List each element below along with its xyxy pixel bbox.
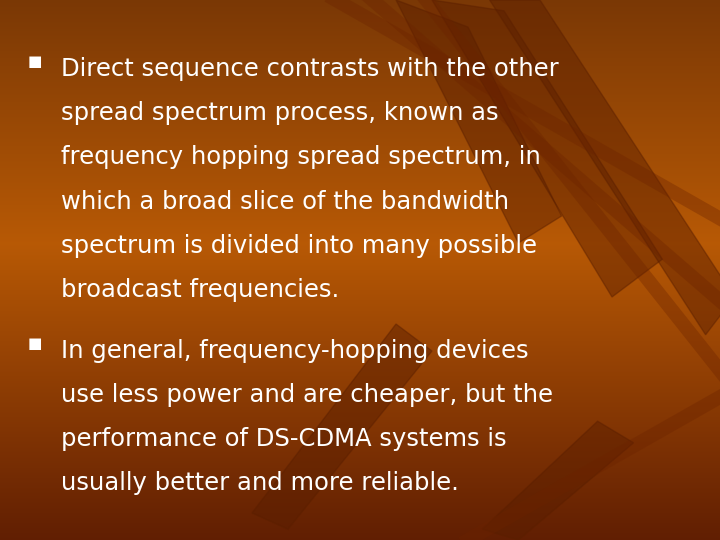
Text: ■: ■ xyxy=(27,336,42,351)
Polygon shape xyxy=(482,421,634,540)
Text: spread spectrum process, known as: spread spectrum process, known as xyxy=(61,101,499,125)
Text: frequency hopping spread spectrum, in: frequency hopping spread spectrum, in xyxy=(61,145,541,169)
Polygon shape xyxy=(490,0,720,335)
Polygon shape xyxy=(252,324,432,529)
Text: In general, frequency-hopping devices: In general, frequency-hopping devices xyxy=(61,339,528,362)
Text: Direct sequence contrasts with the other: Direct sequence contrasts with the other xyxy=(61,57,559,80)
Text: broadcast frequencies.: broadcast frequencies. xyxy=(61,278,339,302)
Polygon shape xyxy=(432,0,662,297)
Polygon shape xyxy=(396,0,562,243)
Text: usually better and more reliable.: usually better and more reliable. xyxy=(61,471,459,495)
Text: use less power and are cheaper, but the: use less power and are cheaper, but the xyxy=(61,383,553,407)
Text: ■: ■ xyxy=(27,54,42,69)
Text: spectrum is divided into many possible: spectrum is divided into many possible xyxy=(61,234,537,258)
Text: performance of DS-CDMA systems is: performance of DS-CDMA systems is xyxy=(61,427,507,451)
Text: which a broad slice of the bandwidth: which a broad slice of the bandwidth xyxy=(61,190,509,213)
